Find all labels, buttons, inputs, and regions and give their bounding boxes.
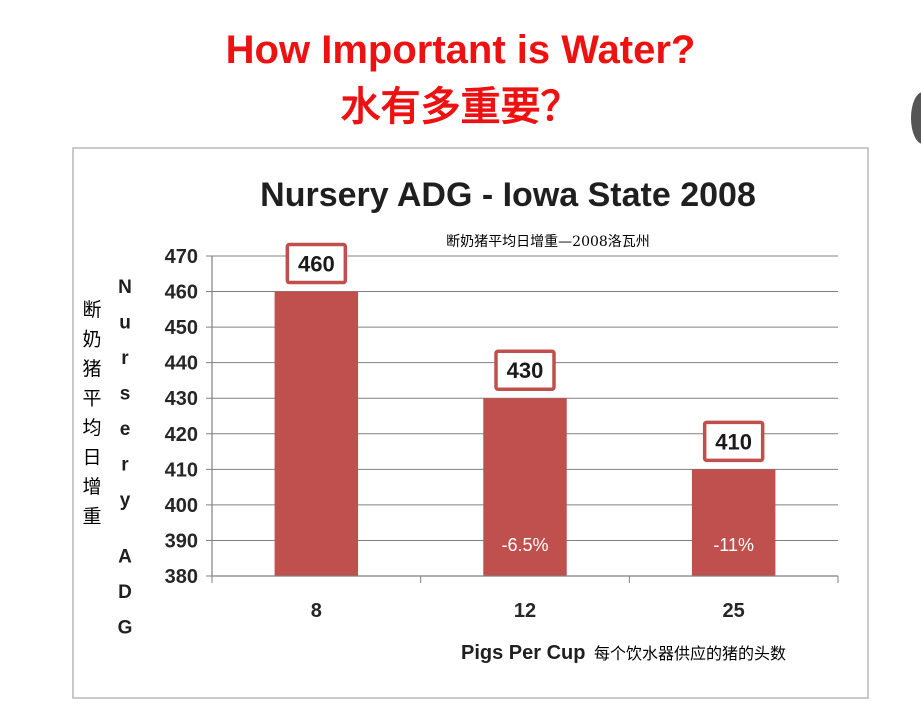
edge-decoration [911, 92, 921, 144]
y-tick-label-420: 420 [165, 424, 198, 446]
y-tick-label-410: 410 [165, 459, 198, 481]
data-labels: 460 430 -6.5% 410 -11% [285, 242, 765, 555]
data-label-12: 430 [507, 358, 544, 383]
data-label-box-8 [285, 242, 348, 285]
data-label-8: 460 [298, 252, 335, 277]
data-label-25: 410 [715, 429, 752, 454]
y-axis-label-char-5: r [121, 455, 129, 476]
y-axis-label-char-1: u [119, 313, 131, 334]
bar-8 [274, 291, 359, 576]
y-axis-label-char-8: A [118, 547, 132, 568]
x-axis-label: Pigs Per Cup 每个饮水器供应的猪的头数 [461, 642, 786, 664]
y-axis-label-cn-char-1: 奶 [82, 329, 101, 351]
x-tick-label-25: 25 [723, 600, 745, 622]
y-tick-label-390: 390 [165, 530, 198, 552]
x-axis-label-english: Pigs Per Cup [461, 642, 585, 664]
slide-title-chinese: 水有多重要？ [340, 83, 581, 130]
y-axis-label-cn-char-6: 增 [82, 476, 101, 498]
y-axis-label-cn-char-0: 断 [82, 299, 101, 321]
y-tick-label-380: 380 [165, 566, 198, 588]
y-tick-label-430: 430 [165, 388, 198, 410]
y-axis-label-char-2: r [121, 348, 129, 369]
y-axis-label-chinese: 断奶猪平均日增重 [82, 299, 101, 528]
y-axis-label-cn-char-7: 重 [82, 506, 101, 528]
y-tick-label-450: 450 [165, 317, 198, 339]
y-axis-label-cn-char-5: 日 [82, 447, 101, 469]
x-axis-label-chinese: 每个饮水器供应的猪的头数 [594, 644, 786, 663]
chart-subtitle-chinese: 断奶猪平均日增重—2008洛瓦州 [446, 234, 650, 250]
y-axis-ticks: 380 390 400 410 420 430 440 450 460 470 [165, 246, 212, 588]
y-axis-label-char-0: N [118, 277, 132, 298]
bar-12 [483, 398, 567, 576]
change-label-12: -6.5% [501, 535, 548, 555]
data-label-box-25 [702, 420, 765, 463]
chart-title: Nursery ADG - Iowa State 2008 [260, 176, 756, 214]
bar-25 [691, 469, 776, 576]
data-label-box-12 [494, 349, 556, 391]
y-axis-label-cn-char-4: 均 [82, 417, 101, 439]
y-axis-label-cn-char-2: 猪 [82, 358, 101, 380]
change-label-25: -11% [713, 535, 754, 555]
y-axis-label-cn-char-3: 平 [82, 388, 101, 410]
y-axis-label-char-4: e [120, 419, 131, 440]
x-tick-label-12: 12 [514, 600, 536, 622]
y-tick-label-440: 440 [165, 353, 198, 375]
bars [274, 291, 776, 576]
y-tick-label-460: 460 [165, 282, 198, 304]
y-axis-label-char-3: s [120, 384, 131, 405]
x-tick-label-8: 8 [311, 600, 322, 622]
y-axis-label-char-6: y [120, 490, 131, 511]
y-axis-label-char-10: G [118, 618, 133, 639]
y-axis-label-char-9: D [118, 582, 132, 603]
y-tick-label-470: 470 [165, 246, 198, 268]
x-axis: 8 12 25 [211, 256, 839, 622]
slide-title: How Important is Water? [225, 28, 696, 72]
y-tick-label-400: 400 [165, 495, 198, 517]
